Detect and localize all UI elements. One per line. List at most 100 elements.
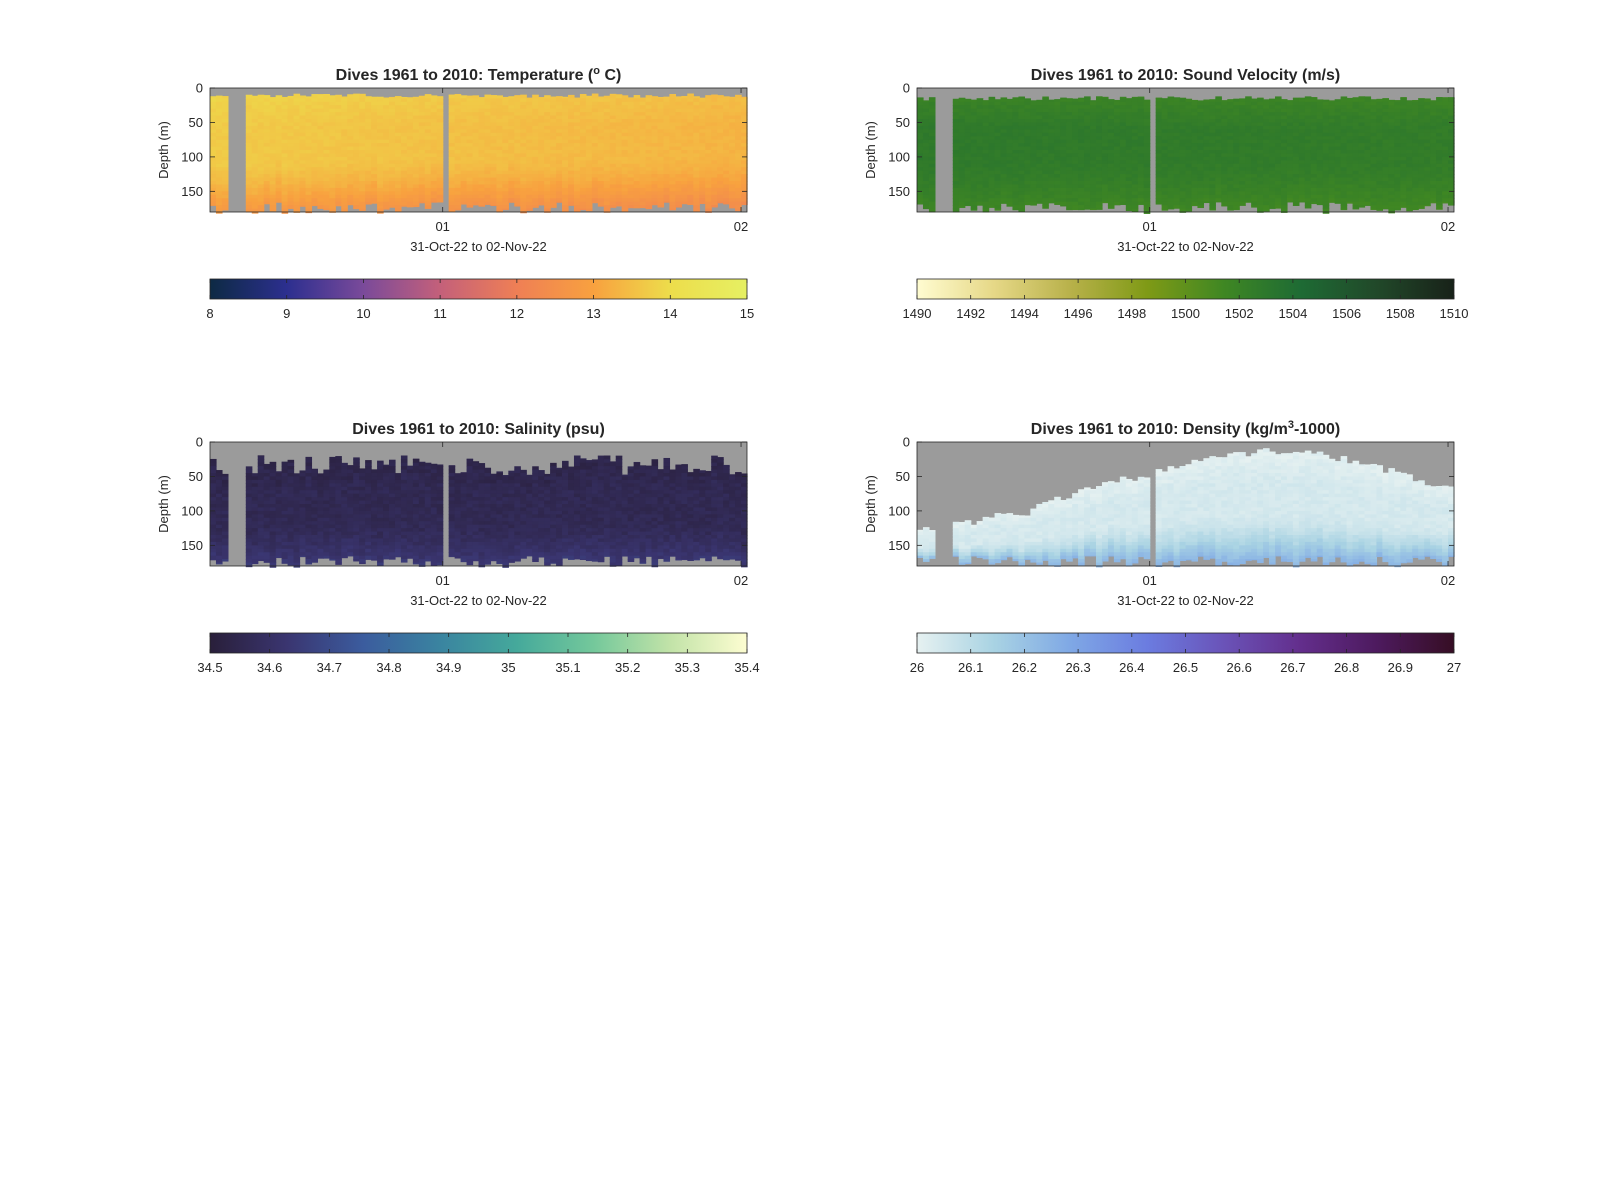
heatmap-cell [538,163,545,168]
heatmap-cell [1191,105,1199,110]
heatmap-cell [210,160,217,165]
heatmap-cell [952,160,960,165]
heatmap-cell [597,191,605,196]
heatmap-cell [917,112,924,117]
heatmap-cell [994,112,1002,117]
heatmap-cell [1054,177,1061,182]
heatmap-cell [454,122,462,127]
heatmap-cell [1042,205,1049,209]
heatmap-cell [460,174,468,179]
heatmap-cell [627,112,635,117]
heatmap-cell [928,101,936,106]
heatmap-cell [597,132,605,137]
heatmap-cell [1233,119,1240,124]
heatmap-cell [263,119,271,124]
heatmap-cell [269,108,277,113]
heatmap-cell [1233,156,1240,161]
heatmap-cell [976,115,984,120]
heatmap-cell [430,194,438,199]
heatmap-cell [1185,177,1193,182]
heatmap-cell [412,187,420,192]
colorbar-gradient [209,278,748,300]
heatmap-cell [335,184,342,189]
heatmap-cell [550,163,557,168]
heatmap-cell [1000,198,1008,203]
heatmap-cell [1173,150,1181,155]
heatmap-cell [299,191,307,196]
heatmap-cell [299,112,307,117]
heatmap-cell [305,98,313,103]
heatmap-cell [484,177,492,182]
heatmap-cell [562,136,569,141]
heatmap-cell [603,191,611,196]
heatmap-cell [1257,194,1264,199]
heatmap-cell [663,201,671,203]
heatmap-cell [1292,136,1300,141]
heatmap-cell [526,205,533,210]
heatmap-cell [1310,153,1318,158]
heatmap-cell [741,139,748,144]
heatmap-cell [1066,105,1073,110]
heatmap-cell [472,184,480,189]
heatmap-cell [1227,132,1234,137]
heatmap-cell [526,191,533,196]
heatmap-cell [335,170,342,175]
heatmap-cell [484,201,492,205]
heatmap-cell [1012,150,1020,155]
heatmap-cell [1215,96,1222,99]
heatmap-cell [251,105,259,110]
heatmap-cell [1143,136,1151,141]
heatmap-cell [317,98,324,103]
heatmap-cell [1119,139,1127,144]
heatmap-cell [424,119,432,124]
heatmap-cell [460,115,468,120]
heatmap-cell [1185,150,1193,155]
heatmap-cell [1030,129,1037,134]
heatmap-cell [651,187,659,192]
heatmap-cell [377,198,384,203]
heatmap-cell [1233,184,1240,189]
heatmap-cell [627,205,635,209]
heatmap-cell [550,170,557,175]
heatmap-cell [717,115,724,120]
heatmap-cell [1185,191,1193,196]
heatmap-cell [681,187,688,192]
heatmap-cell [711,153,718,158]
heatmap-cell [735,122,742,127]
heatmap-cell [585,122,593,127]
heatmap-cell [1131,160,1139,165]
heatmap-cell [478,125,486,130]
heatmap-cell [585,105,593,110]
heatmap-cell [1000,125,1008,130]
heatmap-cell [508,98,515,103]
heatmap-cell [1251,143,1258,148]
heatmap-cell [478,98,486,103]
heatmap-cell [741,132,748,137]
heatmap-cell [1275,160,1282,165]
heatmap-cell [1072,108,1079,113]
heatmap-cell [335,177,342,182]
heatmap-cell [1233,125,1240,130]
heatmap-cell [1185,170,1193,175]
heatmap-cell [484,167,492,172]
heatmap-cell [257,94,265,99]
heatmap-cell [651,156,659,161]
heatmap-cell [1054,112,1061,117]
heatmap-cell [550,177,557,182]
heatmap-cell [717,194,724,199]
heatmap-cell [389,143,396,148]
heatmap-cell [1030,132,1037,137]
heatmap-cell [917,194,924,199]
heatmap-cell [394,105,402,110]
heatmap-cell [1107,101,1115,106]
heatmap-cell [994,136,1002,141]
heatmap-cell [210,98,217,103]
heatmap-cell [478,136,486,141]
heatmap-cell [550,112,557,117]
heatmap-cell [1006,139,1014,144]
heatmap-cell [436,101,444,106]
heatmap-cell [418,95,426,99]
heatmap-cell [478,163,486,168]
heatmap-cell [430,153,438,158]
heatmap-cell [377,150,384,155]
